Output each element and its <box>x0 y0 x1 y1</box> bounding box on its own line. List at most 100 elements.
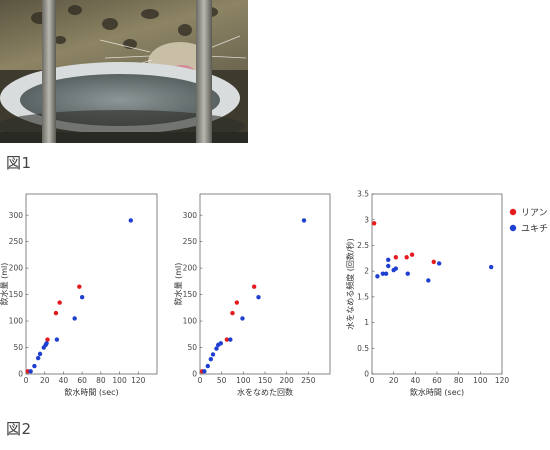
chart3-point-yukichi <box>436 261 442 266</box>
chart1-plot-frame <box>25 193 158 375</box>
chart2-point-yukichi <box>205 363 210 369</box>
chart3-legend-label: ユキチ <box>521 223 548 234</box>
chart2-y-tick-label: 300 <box>183 211 198 220</box>
chart1-point-yukichi <box>72 316 77 321</box>
chart3-legend-marker <box>509 208 517 216</box>
chart2-y-tick-label: 100 <box>183 317 198 326</box>
chart1-y-tick-label: 150 <box>9 290 24 299</box>
chart3-y-tick-label: 2.5 <box>357 241 369 250</box>
chart1-point-yukichi <box>79 295 85 300</box>
chart2-y-tick-label: 200 <box>183 264 198 273</box>
chart1-x-tick-label: 0 <box>24 376 29 385</box>
chart3-x-tick-label: 0 <box>370 376 375 385</box>
leopard-drinking-from-bowl-photo <box>0 0 248 143</box>
chart2-x-axis-label: 水をなめた回数 <box>237 387 293 397</box>
chart2-point-yukichi <box>240 316 245 321</box>
chart3-y-tick-label: 3 <box>364 215 369 224</box>
chart2-point-yukichi <box>208 356 214 362</box>
chart1-point-rian <box>45 337 50 342</box>
chart3-legend-marker <box>509 224 517 232</box>
chart1-x-axis-label: 飲水時間 (sec) <box>64 387 118 397</box>
chart1-y-tick-label: 200 <box>9 264 24 273</box>
chart2-x-tick-label: 50 <box>217 376 227 385</box>
chart2-point-yukichi <box>218 341 223 346</box>
chart3-x-tick-label: 100 <box>473 376 488 385</box>
chart1-point-yukichi <box>35 355 41 361</box>
chart1-y-tick-label: 50 <box>13 343 23 352</box>
chart2-x-tick-label: 0 <box>198 376 203 385</box>
chart2-y-tick-label: 0 <box>192 370 197 379</box>
chart3-point-rian <box>371 221 377 226</box>
chart1-x-tick-label: 100 <box>112 376 127 385</box>
chart2-x-tick-label: 100 <box>236 376 251 385</box>
chart3-y-tick-label: 1 <box>364 318 369 327</box>
figure2-charts: 0 20 40 60 80 100 120 0 50 100 150 200 250 300 飲水時間 (s… <box>0 186 550 408</box>
chart1-point-rian <box>57 300 62 305</box>
chart3-y-axis-label: 水をなめる頻度 (回数/秒) <box>345 238 355 329</box>
chart1-y-tick-label: 300 <box>9 211 24 220</box>
chart3-y-tick-label: 0.5 <box>357 344 369 353</box>
chart1-point-yukichi <box>128 218 133 223</box>
chart2-point-rian <box>251 284 257 289</box>
chart1-x-tick-label: 120 <box>131 376 146 385</box>
chart1-x-tick-label: 40 <box>59 376 69 385</box>
chart1-point-yukichi <box>37 351 43 357</box>
chart3-x-axis-label: 飲水時間 (sec) <box>410 387 464 397</box>
chart2-point-yukichi <box>214 346 219 351</box>
chart1-y-tick-label: 100 <box>9 317 24 326</box>
chart2-y-axis-label: 飲水量 (ml) <box>173 263 183 306</box>
chart2-x-tick-label: 250 <box>301 376 316 385</box>
chart3-point-yukichi <box>386 263 391 269</box>
figure2-caption: 図2 <box>6 420 32 438</box>
chart2-point-rian <box>230 310 235 316</box>
chart1-x-tick-label: 80 <box>96 376 106 385</box>
chart2-plot-frame <box>199 193 331 375</box>
chart3-point-rian <box>404 255 409 260</box>
chart3-y-tick-label: 2 <box>364 267 369 276</box>
chart3-point-yukichi <box>405 271 410 276</box>
figure1-caption: 図1 <box>6 154 32 172</box>
figure1-photo <box>0 0 248 143</box>
chart3-legend-label: リアン <box>521 208 548 218</box>
chart3-x-tick-label: 60 <box>432 376 442 385</box>
chart3-point-yukichi <box>383 271 389 276</box>
chart1-y-tick-label: 0 <box>18 370 23 379</box>
chart1-point-rian <box>77 284 82 289</box>
chart1-y-axis-label: 飲水量 (ml) <box>0 263 9 306</box>
chart2-point-yukichi <box>228 337 233 342</box>
chart2-y-tick-label: 150 <box>183 290 198 299</box>
chart1-x-tick-label: 60 <box>77 376 87 385</box>
chart3-point-yukichi <box>393 266 399 271</box>
chart3-plot-frame <box>371 193 503 375</box>
chart3-x-tick-label: 40 <box>411 376 421 385</box>
chart2-x-tick-label: 150 <box>258 376 273 385</box>
chart2-x-tick-label: 200 <box>280 376 295 385</box>
chart2-point-yukichi <box>210 352 216 357</box>
chart3-y-tick-label: 3.5 <box>357 190 369 199</box>
chart1-point-rian <box>53 310 59 316</box>
chart3-y-tick-label: 0 <box>364 370 369 379</box>
chart2-point-yukichi <box>202 369 207 374</box>
chart3-point-yukichi <box>380 271 386 276</box>
chart1-y-tick-label: 250 <box>9 237 24 246</box>
chart2-point-rian <box>224 337 230 342</box>
chart2-point-yukichi <box>256 295 261 300</box>
chart3-y-tick-label: 1.5 <box>357 292 369 301</box>
chart3-x-tick-label: 80 <box>454 376 464 385</box>
chart3-point-yukichi <box>375 274 380 279</box>
chart2-point-yukichi <box>301 218 307 223</box>
chart2-y-tick-label: 50 <box>187 343 197 352</box>
chart3-point-yukichi <box>488 264 494 270</box>
chart3-point-yukichi <box>426 278 431 283</box>
chart2-y-tick-label: 250 <box>183 237 198 246</box>
chart3-point-rian <box>409 252 415 257</box>
chart3-point-rian <box>431 259 436 265</box>
chart3-x-tick-label: 20 <box>389 376 399 385</box>
chart3-point-yukichi <box>386 257 391 263</box>
chart1-point-yukichi <box>32 363 37 369</box>
chart3-x-tick-label: 120 <box>495 376 510 385</box>
chart2-point-rian <box>234 300 240 305</box>
chart1-x-tick-label: 20 <box>40 376 50 385</box>
chart1-point-yukichi <box>44 341 49 346</box>
